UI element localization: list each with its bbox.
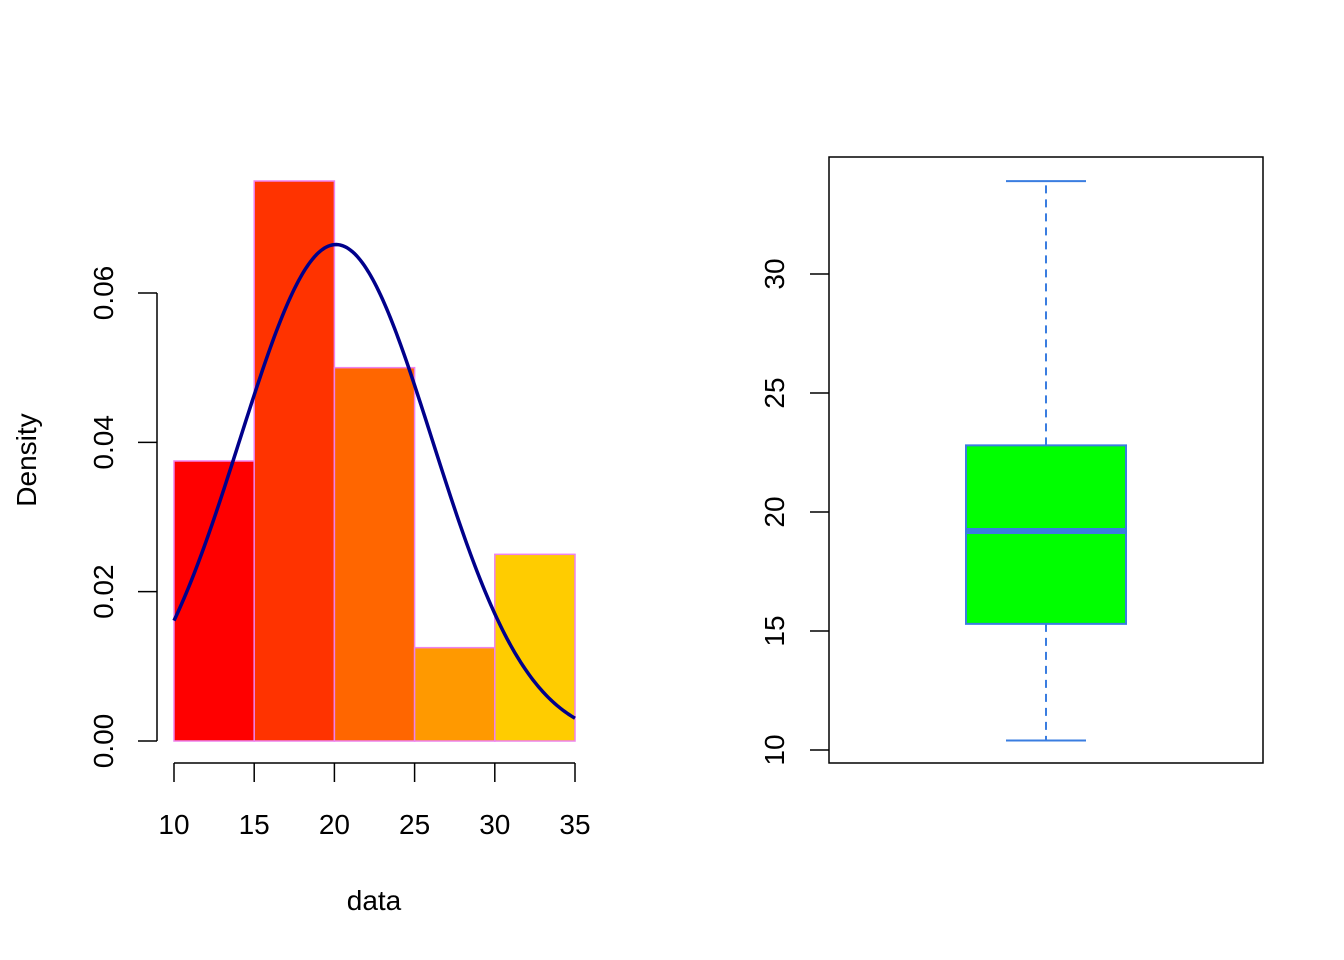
- density-curve: [172, 242, 576, 720]
- y-tick-label-0: 0.00: [88, 714, 119, 769]
- x-tick-label-1: 15: [239, 809, 270, 840]
- box-y-tick-label-4: 30: [759, 258, 790, 289]
- x-tick-label-4: 30: [479, 809, 510, 840]
- histogram-bar-1: [253, 180, 336, 742]
- x-tick-label-5: 35: [559, 809, 590, 840]
- box-y-tick-label-2: 20: [759, 496, 790, 527]
- histogram-bar-3: [413, 646, 496, 742]
- box-iqr: [965, 444, 1127, 625]
- histogram-bar-2: [333, 366, 416, 742]
- histogram-bar-0: [173, 460, 255, 742]
- x-axis-title: data: [347, 885, 402, 916]
- box-y-tick-label-1: 15: [759, 615, 790, 646]
- y-axis-title: Density: [11, 413, 42, 506]
- x-tick-label-2: 20: [319, 809, 350, 840]
- plot-frame: [828, 156, 1264, 764]
- histogram-panel: 10 15 20 25 30 35 0.00 0.02 0.04 0.06 data Density: [11, 180, 591, 916]
- box-y-tick-label-3: 25: [759, 377, 790, 408]
- histogram-bar-4: [494, 553, 576, 742]
- x-tick-label-3: 25: [399, 809, 430, 840]
- box-y-tick-label-0: 10: [759, 734, 790, 765]
- boxplot-panel: 10 15 20 25 30: [759, 156, 1264, 766]
- y-tick-label-2: 0.04: [88, 415, 119, 470]
- y-tick-label-3: 0.06: [88, 266, 119, 321]
- y-tick-label-1: 0.02: [88, 564, 119, 619]
- x-tick-label-0: 10: [158, 809, 189, 840]
